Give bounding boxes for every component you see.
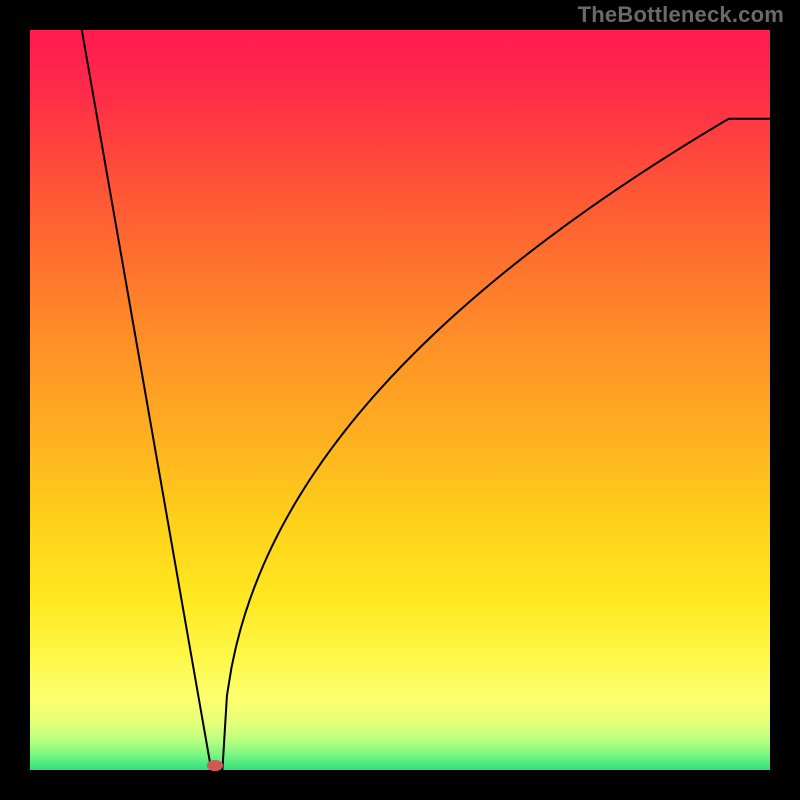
watermark-text: TheBottleneck.com <box>578 2 784 28</box>
chart-svg <box>0 0 800 800</box>
minimum-marker <box>207 760 223 771</box>
chart-container: TheBottleneck.com <box>0 0 800 800</box>
plot-background <box>30 30 770 770</box>
